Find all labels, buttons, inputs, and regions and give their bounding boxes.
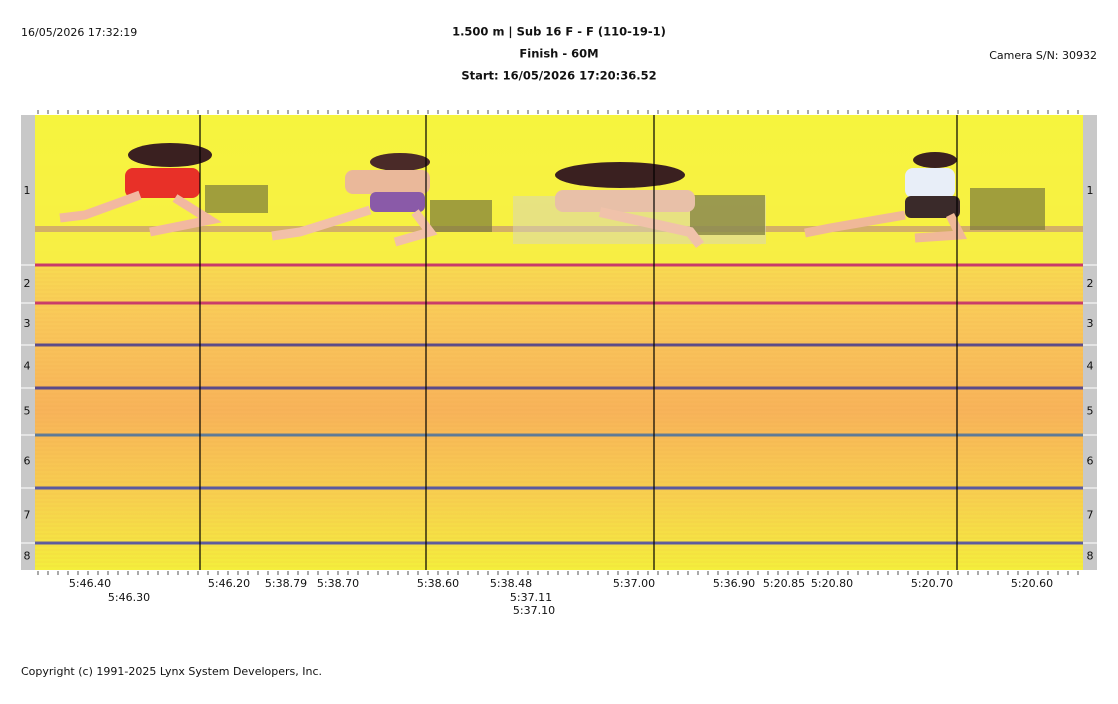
lane-divider xyxy=(35,386,1083,390)
lane-number: 7 xyxy=(24,509,31,522)
time-label: 5:38.60 xyxy=(417,577,459,590)
time-label: 5:36.90 xyxy=(713,577,755,590)
athlete-2 xyxy=(271,153,492,247)
lane-number: 7 xyxy=(1087,509,1094,522)
lane-divider xyxy=(35,433,1083,437)
lane-number: 5 xyxy=(1087,405,1094,418)
lane-number: 6 xyxy=(24,455,31,468)
lane-divider xyxy=(35,263,1083,267)
timestamp: 16/05/2026 17:32:19 xyxy=(21,26,137,39)
time-label: 5:46.20 xyxy=(208,577,250,590)
time-label: 5:38.79 xyxy=(265,577,307,590)
lane-number: 5 xyxy=(24,405,31,418)
lane-number: 8 xyxy=(1087,550,1094,563)
time-label: 5:46.40 xyxy=(69,577,111,590)
athlete-1 xyxy=(59,143,268,237)
athletes xyxy=(59,143,1045,249)
camera-serial: Camera S/N: 30932 xyxy=(989,49,1097,62)
event-title: 1.500 m | Sub 16 F - F (110-19-1) xyxy=(452,25,666,39)
lane-divider xyxy=(35,486,1083,490)
time-label: 5:37.11 xyxy=(510,591,552,604)
lane-number: 2 xyxy=(1087,277,1094,290)
lane-divider xyxy=(35,301,1083,305)
lane-number: 6 xyxy=(1087,455,1094,468)
lane-number: 3 xyxy=(1087,317,1094,330)
lane-number: 8 xyxy=(24,550,31,563)
time-label: 5:37.10 xyxy=(513,604,555,617)
lane-number: 1 xyxy=(1087,184,1094,197)
start-time: Start: 16/05/2026 17:20:36.52 xyxy=(461,69,656,83)
time-label: 5:20.80 xyxy=(811,577,853,590)
right-lane-strip xyxy=(1083,115,1097,570)
lane-divider xyxy=(35,343,1083,347)
lane-number: 1 xyxy=(24,184,31,197)
time-label: 5:37.00 xyxy=(613,577,655,590)
lane-divider xyxy=(35,541,1083,545)
time-label: 5:20.85 xyxy=(763,577,805,590)
time-label: 5:38.48 xyxy=(490,577,532,590)
time-label: 5:38.70 xyxy=(317,577,359,590)
lane-number: 3 xyxy=(24,317,31,330)
lane-number: 2 xyxy=(24,277,31,290)
time-label: 5:20.60 xyxy=(1011,577,1053,590)
lane-number: 4 xyxy=(24,360,31,373)
race-title: Finish - 60M xyxy=(519,47,598,61)
left-lane-strip xyxy=(21,115,35,570)
copyright: Copyright (c) 1991-2025 Lynx System Deve… xyxy=(21,665,322,678)
time-label: 5:20.70 xyxy=(911,577,953,590)
athlete-4 xyxy=(804,152,1045,243)
athlete-3 xyxy=(513,162,766,249)
time-label: 5:46.30 xyxy=(108,591,150,604)
lane-number: 4 xyxy=(1087,360,1094,373)
